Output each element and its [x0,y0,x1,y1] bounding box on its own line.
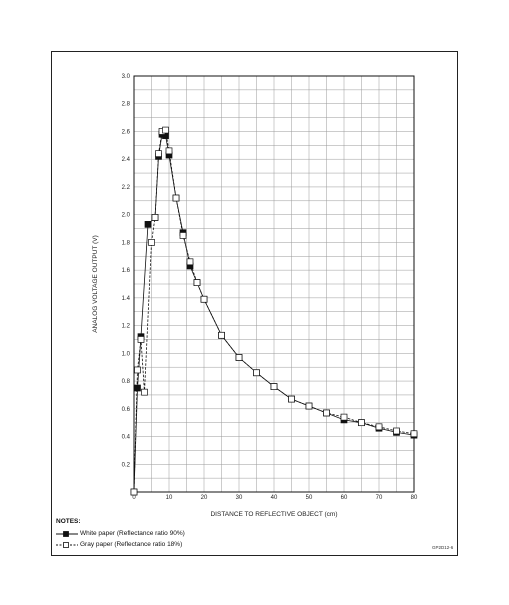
chart-grid [134,76,414,492]
data-point-open [180,232,186,238]
data-point-open [149,239,155,245]
y-axis-label: ANALOG VOLTAGE OUTPUT (V) [92,235,99,333]
data-point-open [173,195,179,201]
data-point-open [411,431,417,437]
data-point-open [289,396,295,402]
y-tick-label: 1.8 [122,240,131,246]
y-tick-label: 3.0 [122,74,131,80]
data-point-open [359,420,365,426]
data-point-open [187,259,193,265]
y-tick-label: 2.2 [122,185,131,191]
filled-square-line-icon [56,530,78,538]
x-tick-label: 50 [306,495,313,501]
data-point-open [142,389,148,395]
y-tick-label: 0.2 [122,462,131,468]
data-point-open [254,370,260,376]
data-point-open [341,414,347,420]
y-tick-label: 2.8 [122,102,131,108]
x-tick-label: 60 [341,495,348,501]
data-point-filled [135,385,141,391]
data-point-open [138,336,144,342]
y-tick-label: 2.0 [122,213,131,219]
open-square-dashed-line-icon [56,541,78,549]
legend-item-white-paper: White paper (Reflectance ratio 90%) [56,528,185,539]
x-tick-label: 0 [132,495,136,501]
data-point-open [201,296,207,302]
y-tick-labels: 0.2 0.4 0.6 0.8 1.0 1.2 1.4 1.6 1.8 2.0 2.2 2.4 2.6 2… [122,74,131,468]
x-tick-label: 20 [201,495,208,501]
notes-legend: NOTES: White paper (Reflectance ratio 90… [56,518,185,550]
legend-item-gray-paper: Gray paper (Reflectance ratio 18%) [56,539,185,550]
y-tick-label: 1.4 [122,296,131,302]
y-tick-label: 2.4 [122,157,131,163]
y-tick-label: 1.2 [122,324,131,330]
x-tick-label: 10 [166,495,173,501]
y-tick-label: 1.6 [122,268,131,274]
data-point-open [271,384,277,390]
y-tick-label: 1.0 [122,351,131,357]
y-tick-label: 0.6 [122,407,131,413]
data-point-open [394,428,400,434]
x-tick-label: 80 [411,495,418,501]
y-tick-label: 0.8 [122,379,131,385]
data-point-open [376,424,382,430]
x-tick-label: 30 [236,495,243,501]
data-point-open [156,151,162,157]
data-point-open [166,148,172,154]
data-point-open [163,127,169,133]
y-tick-label: 0.4 [122,435,131,441]
notes-title: NOTES: [56,518,185,525]
data-point-open [219,332,225,338]
legend-label-gray-paper: Gray paper (Reflectance ratio 18%) [80,541,182,548]
x-tick-labels: 0 10 20 30 40 50 60 70 80 [132,495,418,501]
data-point-open [135,367,141,373]
legend-label-white-paper: White paper (Reflectance ratio 90%) [80,530,185,537]
data-point-open [236,354,242,360]
data-point-open [324,410,330,416]
data-point-open [131,489,137,495]
data-point-open [306,403,312,409]
y-tick-label: 2.6 [122,129,131,135]
x-tick-label: 70 [376,495,383,501]
x-axis-label: DISTANCE TO REFLECTIVE OBJECT (cm) [210,511,337,518]
x-tick-label: 40 [271,495,278,501]
data-point-open [194,280,200,286]
figure-id: GP2D12-6 [432,545,453,550]
data-point-filled [145,221,151,227]
data-point-open [152,214,158,220]
